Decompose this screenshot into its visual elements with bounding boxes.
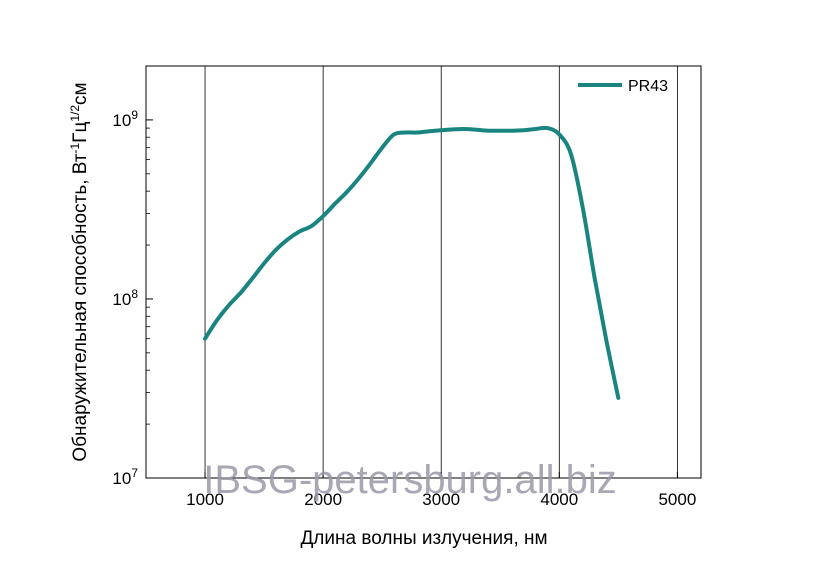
y-axis-label-sup2: 1/2 <box>68 105 82 122</box>
plot-frame <box>145 65 702 479</box>
x-axis-ticks: 1000 2000 3000 4000 5000 <box>186 472 696 509</box>
y-axis-label-sup1: -1 <box>68 142 82 153</box>
legend: PR43 <box>578 78 668 95</box>
watermark: IBSG-petersburg.all.biz <box>203 458 617 502</box>
x-tick-label-5000: 5000 <box>658 490 696 509</box>
y-axis-label-end: см <box>70 82 91 105</box>
y-tick-label-8: 108 <box>112 287 138 309</box>
x-tick-label-1000: 1000 <box>186 490 224 509</box>
y-axis-ticks: 107 108 109 <box>112 65 153 488</box>
grid-lines <box>204 66 678 478</box>
series-line-pr43 <box>203 125 621 400</box>
x-tick-label-3000: 3000 <box>422 490 460 509</box>
y-tick-label-7: 107 <box>112 466 138 488</box>
y-axis-label-main: Обнаружительная способность, Вт <box>70 153 91 461</box>
y-axis-label-mid: Гц <box>70 122 91 143</box>
x-tick-label-2000: 2000 <box>304 490 342 509</box>
y-axis-label: Обнаружительная способность, Вт-1Гц1/2см <box>68 82 91 461</box>
legend-label-pr43: PR43 <box>628 78 668 95</box>
x-tick-label-4000: 4000 <box>540 490 578 509</box>
y-tick-label-9: 109 <box>112 108 138 130</box>
x-axis-label: Длина волны излучения, нм <box>300 528 547 549</box>
